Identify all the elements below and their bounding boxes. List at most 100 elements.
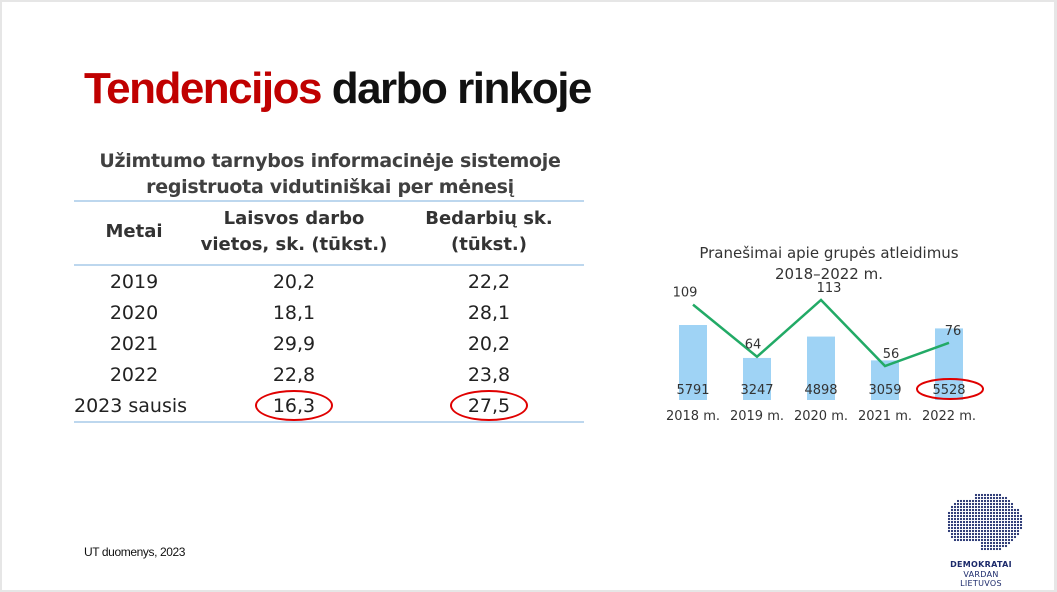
logo-dot [989, 535, 993, 539]
logo-dot [983, 541, 987, 545]
logo-dot [953, 526, 957, 530]
logo-dot [986, 535, 990, 539]
logo-dot [1007, 529, 1011, 533]
logo-dot [992, 499, 996, 503]
cell-year: 2020 [109, 301, 159, 324]
logo-dot [953, 514, 957, 518]
logo-dot [989, 499, 993, 503]
logo-dot [950, 532, 954, 536]
logo-dot [998, 523, 1002, 527]
header-vacancies-line1: Laisvos darbo [223, 208, 365, 229]
logo-dot [995, 547, 999, 551]
logo-dot [962, 517, 966, 521]
header-year: Metai [74, 200, 194, 266]
chart-title: Pranešimai apie grupės atleidimus 2018–2… [660, 243, 998, 285]
logo-dot [1001, 532, 1005, 536]
logo-dot [968, 511, 972, 515]
logo-dot [998, 499, 1002, 503]
logo-dot [998, 508, 1002, 512]
logo-dot [992, 511, 996, 515]
logo-dot [1004, 529, 1008, 533]
logo-dot [986, 538, 990, 542]
table-caption-line1: Užimtumo tarnybos informacinėje sistemoj… [99, 150, 561, 172]
logo-dot [986, 529, 990, 533]
logo-dot [965, 535, 969, 539]
logo-dot [959, 505, 963, 509]
logo-dot [986, 496, 990, 500]
bar-value-label: 3247 [740, 383, 773, 398]
cell-vacancies: 20,2 [272, 270, 316, 293]
logo-dot [986, 511, 990, 515]
logo-dot [977, 508, 981, 512]
logo-dot [974, 499, 978, 503]
logo-dot [989, 505, 993, 509]
logo-dot [1016, 526, 1020, 530]
logo-dot [983, 502, 987, 506]
logo-dot [974, 508, 978, 512]
logo-dot [953, 517, 957, 521]
logo-dot [995, 544, 999, 548]
line-value-label: 109 [673, 286, 698, 301]
highlight-circle-vacancies: 16,3 [254, 389, 334, 421]
logo-dot [950, 511, 954, 515]
logo-dot [1019, 517, 1023, 521]
logo-dot [950, 520, 954, 524]
logo-dot [977, 535, 981, 539]
logo-dot [1016, 532, 1020, 536]
logo-dot [953, 523, 957, 527]
logo-dot [995, 538, 999, 542]
logo-dot [983, 526, 987, 530]
logo-dot [1013, 526, 1017, 530]
logo-dot [995, 532, 999, 536]
logo-dot [995, 529, 999, 533]
logo-dot [998, 532, 1002, 536]
logo-dot [980, 520, 984, 524]
logo-dot [956, 526, 960, 530]
logo-dot [992, 505, 996, 509]
logo-dot [1004, 502, 1008, 506]
logo-dot [965, 523, 969, 527]
cell-unemployed: 27,5 [394, 389, 584, 423]
logo-dot [983, 544, 987, 548]
logo-dot [965, 514, 969, 518]
logo-dot [1001, 520, 1005, 524]
logo-dot [1004, 544, 1008, 548]
logo-dot [1019, 526, 1023, 530]
logo-dot [998, 541, 1002, 545]
bar-2018 [679, 325, 707, 400]
logo-dot [971, 514, 975, 518]
logo-dot [956, 529, 960, 533]
logo-dot [989, 496, 993, 500]
logo-dot [992, 547, 996, 551]
logo-dot [989, 517, 993, 521]
logo-dot [1010, 526, 1014, 530]
logo-dot [1007, 502, 1011, 506]
cell-unemployed: 28,1 [467, 301, 511, 324]
logo-dot [950, 517, 954, 521]
logo-dot [992, 529, 996, 533]
x-tick-label: 2022 m. [922, 409, 976, 424]
logo-dot [983, 499, 987, 503]
logo-dot [998, 496, 1002, 500]
logo-dot [971, 499, 975, 503]
logo-dot [998, 517, 1002, 521]
logo-dot [959, 532, 963, 536]
logo-dot [1007, 511, 1011, 515]
logo-dot [995, 541, 999, 545]
logo-dot [1007, 505, 1011, 509]
logo-dot [998, 493, 1002, 497]
logo-dot [1007, 508, 1011, 512]
logo-dot [977, 517, 981, 521]
logo-dot [998, 511, 1002, 515]
logo-dot [977, 520, 981, 524]
logo-dot [1004, 496, 1008, 500]
cell-year: 2023 sausis [74, 390, 194, 423]
logo-dot [1001, 535, 1005, 539]
cell-year: 2022 [109, 363, 159, 386]
logo-dot [968, 517, 972, 521]
logo-dot [974, 505, 978, 509]
logo-dot [1013, 517, 1017, 521]
logo-dot [968, 505, 972, 509]
logo-dot [983, 517, 987, 521]
